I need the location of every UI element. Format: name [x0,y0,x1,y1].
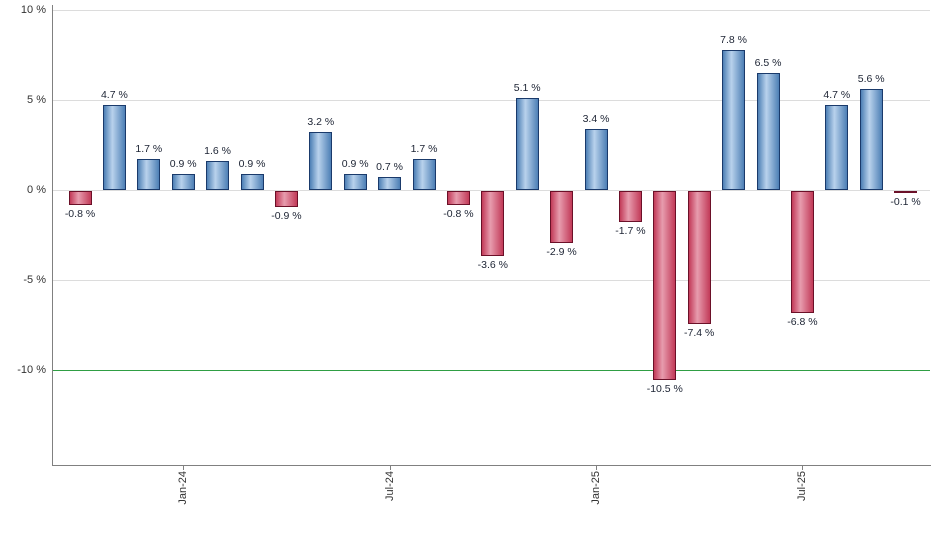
bar-Dec-24 [550,191,574,244]
bar-value-label: 5.6 % [857,73,885,86]
bar-Nov-24 [515,98,539,190]
bar-value-label: 4.7 % [100,89,128,102]
x-axis-tick-label: Jul-25 [796,471,809,501]
bar-value-label: -0.1 % [890,195,921,208]
bar-Mar-24 [240,173,264,190]
y-axis-tick-label: -5 % [23,274,46,286]
gridline [52,100,930,101]
bar-Apr-24 [274,191,298,208]
bar-value-label: 0.9 % [341,157,369,170]
bar-value-label: -0.8 % [64,208,96,221]
x-axis-tick [802,465,804,470]
gridline [52,280,930,281]
bar-value-label: 5.1 % [513,82,541,95]
bar-value-label: 1.6 % [204,145,232,158]
bar-value-label: 7.8 % [720,33,748,46]
y-axis-line [52,5,53,466]
bar-Nov-23 [102,105,126,190]
x-axis-line [52,465,931,466]
bar-Apr-25 [687,191,711,325]
bar-Sep-24 [446,191,470,206]
bar-value-label: -0.9 % [271,210,302,223]
y-axis-tick-label: 5 % [27,94,46,106]
x-axis-tick-label: Jan-24 [177,471,190,505]
bar-value-label: -6.8 % [787,316,818,329]
bar-Jan-24 [171,173,195,190]
bar-Oct-23 [68,191,92,206]
plot-area: -0.8 % 4.7 % 1.7 % 0.9 % 1.6 % 0.9 % -0.9 % 3.2… [52,0,930,465]
threshold-line [52,370,930,371]
bar-value-label: 4.7 % [823,89,851,102]
bar-value-label: -7.4 % [684,327,715,340]
x-axis-tick-label: Jan-25 [590,471,602,505]
bar-value-label: -1.7 % [615,224,646,237]
bar-value-label: -0.8 % [443,208,474,221]
bar-Aug-24 [412,159,436,190]
y-axis-tick-label: 0 % [27,184,46,196]
bar-Feb-24 [206,161,230,190]
bar-value-label: 3.2 % [307,116,335,129]
bar-May-25 [722,49,746,190]
x-axis-tick [183,465,185,470]
bar-Feb-25 [618,191,642,222]
bar-value-label: 0.9 % [238,157,266,170]
bar-value-label: 1.7 % [410,143,438,156]
bar-Dec-23 [137,159,161,190]
bar-Oct-25 [894,191,918,193]
x-axis-tick-label: Jul-24 [383,471,396,501]
gridline [52,10,930,11]
bar-value-label: -2.9 % [546,246,577,259]
bar-Mar-25 [653,191,677,380]
y-axis-tick-label: -10 % [17,364,46,376]
x-axis-tick [596,465,597,470]
bar-value-label: -10.5 % [646,383,683,395]
bar-value-label: -3.6 % [477,258,508,271]
bar-value-label: 0.9 % [169,157,197,170]
y-axis-tick-label: 10 % [20,4,46,16]
bar-Jul-24 [378,177,402,190]
bar-Jun-25 [756,73,780,190]
bar-value-label: 0.7 % [376,161,404,174]
bar-Aug-25 [825,105,849,190]
bar-Jun-24 [343,173,367,190]
gridline [52,190,930,191]
bar-value-label: 3.4 % [582,112,610,125]
bar-May-24 [309,132,333,190]
bar-Jan-25 [584,128,608,190]
bar-Jul-25 [790,191,814,314]
bar-value-label: 1.7 % [135,143,163,156]
bar-value-label: 6.5 % [754,57,782,69]
x-axis-tick [389,465,391,470]
bar-Sep-25 [859,89,883,190]
bar-Oct-24 [481,191,505,256]
